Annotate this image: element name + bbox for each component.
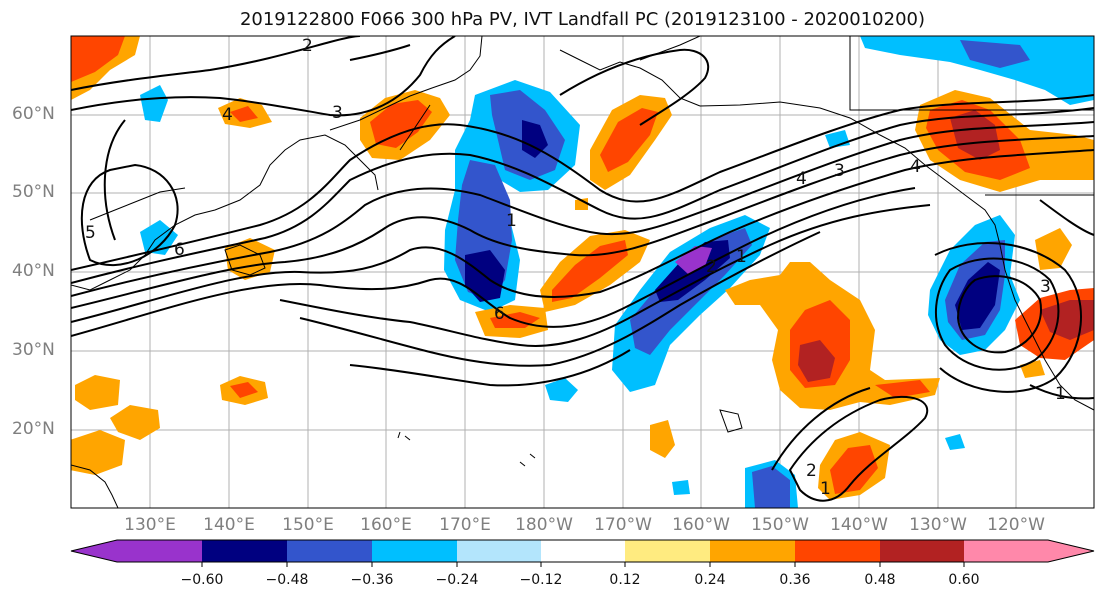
- colorbar-tick-label: −0.60: [180, 572, 224, 588]
- contour-label: 4: [910, 157, 921, 177]
- colorbar-tick-label: 0.60: [948, 572, 980, 588]
- lon-label: 160°E: [360, 515, 412, 535]
- lat-label: 20°N: [12, 419, 55, 439]
- lat-label: 40°N: [12, 261, 55, 281]
- lon-label: 180°W: [515, 515, 573, 535]
- contour-label: 1: [736, 247, 747, 267]
- colorbar-segment: [625, 540, 710, 562]
- contour-label: 4: [222, 105, 233, 125]
- contour-label: 1: [506, 211, 517, 231]
- colorbar-tick-label: 0.48: [864, 572, 896, 588]
- colorbar-segment: [287, 540, 372, 562]
- contour-label: 5: [85, 223, 96, 243]
- colorbar-extend-high: [964, 540, 1094, 562]
- lon-label: 160°W: [672, 515, 730, 535]
- ivt-shading: [71, 36, 1094, 508]
- contour-label: 3: [834, 161, 845, 181]
- lon-label: 150°E: [282, 515, 334, 535]
- colorbar-segment: [202, 540, 287, 562]
- pv-contours: [71, 36, 1094, 502]
- contour-label: 2: [302, 36, 313, 56]
- lat-label: 50°N: [12, 182, 55, 202]
- map-frame: [70, 35, 1095, 509]
- colorbar-tick-label: −0.36: [350, 572, 394, 588]
- colorbar-tick-label: 0.36: [779, 572, 811, 588]
- colorbar-tick-label: −0.24: [435, 572, 479, 588]
- lon-label: 120°W: [987, 515, 1045, 535]
- contour-label: 4: [796, 169, 807, 189]
- lat-label: 60°N: [12, 104, 55, 124]
- lon-label: 170°E: [439, 515, 491, 535]
- lon-label: 170°W: [594, 515, 652, 535]
- map-plot-area: 2 3 4 5 6 1 4 3 2 1 3 1 6 2 1 4: [71, 36, 1094, 508]
- colorbar-segment: [457, 540, 541, 562]
- lon-label: 150°W: [751, 515, 809, 535]
- contour-label: 1: [820, 479, 831, 499]
- contour-label: 3: [1040, 277, 1051, 297]
- colorbar-tick-label: 0.12: [609, 572, 641, 588]
- colorbar-extend-low: [71, 540, 117, 562]
- colorbar-segment: [880, 540, 964, 562]
- colorbar-tick-label: −0.48: [265, 572, 309, 588]
- lon-label: 140°E: [203, 515, 255, 535]
- contour-label: 6: [174, 240, 185, 260]
- lon-label: 130°W: [909, 515, 967, 535]
- contour-label: 2: [706, 257, 717, 277]
- colorbar-segment: [372, 540, 457, 562]
- colorbar-tick-label: 0.24: [694, 572, 726, 588]
- map-title: 2019122800 F066 300 hPa PV, IVT Landfall…: [239, 9, 926, 30]
- colorbar-segment: [710, 540, 795, 562]
- contour-label: 2: [806, 461, 817, 481]
- colorbar: [70, 539, 1095, 567]
- lon-label: 140°W: [830, 515, 888, 535]
- colorbar-segment: [541, 540, 625, 562]
- colorbar-segment: [795, 540, 880, 562]
- colorbar-segment: [117, 540, 202, 562]
- pv-contour-labels: 2 3 4 5 6 1 4 3 2 1 3 1 6 2 1 4: [85, 36, 1066, 499]
- contour-label: 1: [1055, 384, 1066, 404]
- coastlines: [71, 36, 1094, 508]
- lat-label: 30°N: [12, 340, 55, 360]
- colorbar-tick-label: −0.12: [519, 572, 563, 588]
- contour-label: 6: [494, 304, 505, 324]
- contour-label: 3: [332, 103, 343, 123]
- lon-label: 130°E: [124, 515, 176, 535]
